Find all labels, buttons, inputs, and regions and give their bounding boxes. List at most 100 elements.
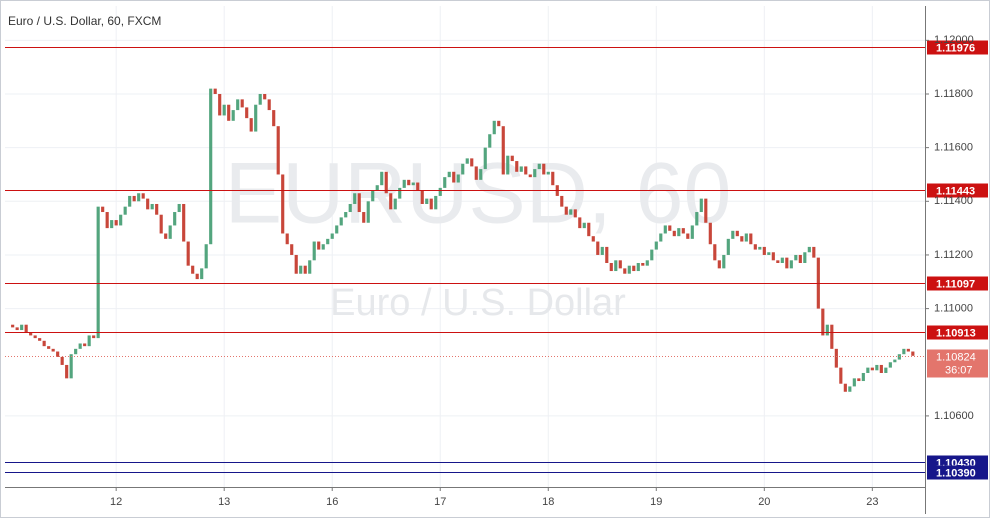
candle-body [677, 228, 681, 237]
candle-body [528, 174, 532, 178]
candle-body [209, 88, 213, 245]
candle-body [690, 225, 694, 239]
current-price-box [927, 349, 988, 378]
candle-body [636, 262, 640, 272]
candle-body [695, 212, 699, 226]
candle-body [465, 158, 469, 164]
candle-body [159, 214, 163, 234]
candle-body [758, 246, 762, 250]
x-tick-label: 18 [542, 496, 554, 508]
candle-body [236, 99, 240, 111]
candle-body [542, 163, 546, 175]
candle-body [735, 230, 739, 237]
candle-body [830, 324, 834, 349]
level-label: 1.11976 [936, 42, 975, 54]
candle-body [24, 324, 28, 333]
candle-body [303, 265, 307, 274]
candle-body [200, 268, 204, 280]
candle-body [519, 166, 523, 172]
candle-body [551, 171, 555, 186]
candle-body [407, 179, 411, 186]
level-box [927, 276, 988, 291]
candle-body [537, 163, 541, 170]
candle-body [231, 110, 235, 121]
y-tick-label: 1.11600 [934, 142, 973, 154]
candle-body [353, 193, 357, 204]
candle-body [20, 324, 24, 331]
candle-body [348, 203, 352, 213]
candle-body [533, 169, 537, 178]
candle-body [902, 348, 906, 355]
candle-body [879, 364, 883, 373]
candle-body [240, 99, 244, 108]
chart-title: Euro / U.S. Dollar, 60, FXCM [8, 14, 161, 28]
candle-body [128, 195, 132, 207]
level-label: 1.11443 [936, 185, 975, 197]
candle-body [699, 198, 703, 213]
candle-body [717, 260, 721, 269]
level-box [927, 183, 988, 198]
candle-body [740, 236, 744, 242]
candle-body [168, 225, 172, 239]
candle-body [65, 364, 69, 379]
candle-body [110, 220, 114, 229]
candle-body [339, 217, 343, 226]
candle-body [645, 260, 649, 266]
candle-body [222, 104, 226, 116]
candle-body [650, 249, 654, 261]
candle-body [708, 222, 712, 245]
x-tick-label: 23 [866, 496, 878, 508]
candle-body [857, 378, 861, 382]
countdown: 36:07 [945, 364, 973, 376]
candle-body [456, 174, 460, 183]
candle-body [15, 327, 19, 331]
candle-body [483, 147, 487, 170]
candle-body [704, 198, 708, 223]
candle-body [861, 372, 865, 382]
candle-body [398, 187, 402, 199]
level-label: 1.10913 [936, 327, 976, 339]
candle-body [893, 359, 897, 363]
candle-body [686, 233, 690, 239]
candle-body [623, 268, 627, 274]
candle-body [276, 126, 280, 175]
watermark: EURUSD, 60 [225, 146, 732, 242]
candle-body [173, 212, 177, 226]
candle-body [560, 195, 564, 207]
candle-body [47, 346, 51, 349]
candle-body [726, 238, 730, 255]
candle-body [155, 203, 159, 215]
candle-body [659, 233, 663, 242]
candle-body [411, 182, 415, 186]
candle-body [888, 362, 892, 368]
candle-body [501, 126, 505, 175]
level-label: 1.10390 [936, 467, 976, 479]
x-tick-label: 20 [758, 496, 770, 508]
candle-body [776, 260, 780, 263]
candle-body [384, 171, 388, 194]
candle-body [186, 241, 190, 266]
candle-body [420, 190, 424, 204]
candle-body [119, 214, 123, 226]
candle-body [218, 93, 222, 116]
candle-body [150, 203, 154, 210]
candle-body [429, 198, 433, 210]
candle-body [438, 187, 442, 196]
candle-body [366, 201, 370, 223]
x-tick-label: 16 [326, 496, 338, 508]
candle-body [195, 273, 199, 280]
candle-body [290, 244, 294, 255]
candle-body [69, 354, 73, 379]
candle-body [272, 110, 276, 127]
candle-body [227, 104, 231, 121]
candle-body [96, 206, 100, 339]
y-tick-label: 1.11400 [934, 195, 973, 207]
candle-body [326, 238, 330, 245]
candle-body [447, 171, 451, 178]
candle-body [852, 378, 856, 387]
candle-body [182, 203, 186, 242]
candle-body [267, 99, 271, 111]
candle-body [204, 244, 208, 269]
candle-body [848, 386, 852, 392]
